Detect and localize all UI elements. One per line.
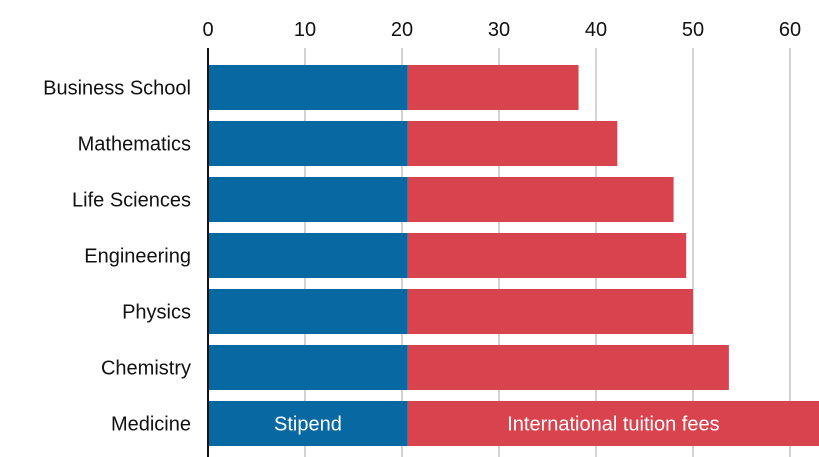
x-tick-label: 30 [488,19,510,41]
segment-label-tuition: International tuition fees [507,414,719,436]
x-tick-label: 10 [294,19,316,41]
x-tick-label: 20 [391,19,413,41]
bar-stipend-chemistry [208,345,408,390]
category-label: Physics [122,302,191,324]
bar-tuition-business-school [407,65,579,110]
bar-stipend-business-school [208,65,408,110]
category-label: Medicine [111,414,191,436]
x-tick-label: 0 [202,19,213,41]
x-tick-label: 50 [682,19,704,41]
bar-tuition-engineering [407,233,687,278]
category-label: Life Sciences [72,190,191,212]
category-label: Engineering [84,246,191,268]
category-labels: Business School Mathematics Life Sciences E… [43,78,191,436]
bar-tuition-medicine [407,401,819,446]
segment-labels: Stipend International tuition fees [274,414,720,436]
x-axis-ticks: 0 10 20 30 40 50 60 [202,19,801,41]
bar-tuition-chemistry [407,345,729,390]
x-tick-label: 40 [585,19,607,41]
bar-tuition-physics [407,289,693,334]
category-label: Mathematics [78,134,191,156]
bar-tuition-mathematics [407,121,618,166]
bar-stipend-engineering [208,233,408,278]
category-label: Business School [43,78,191,100]
category-label: Chemistry [101,358,191,380]
bar-stipend-medicine [208,401,408,446]
bar-tuition-life-sciences [407,177,674,222]
bar-stipend-mathematics [208,121,408,166]
x-tick-label: 60 [779,19,801,41]
bar-stipend-life-sciences [208,177,408,222]
bar-stipend-physics [208,289,408,334]
segment-label-stipend: Stipend [274,414,342,436]
bars [208,65,819,446]
